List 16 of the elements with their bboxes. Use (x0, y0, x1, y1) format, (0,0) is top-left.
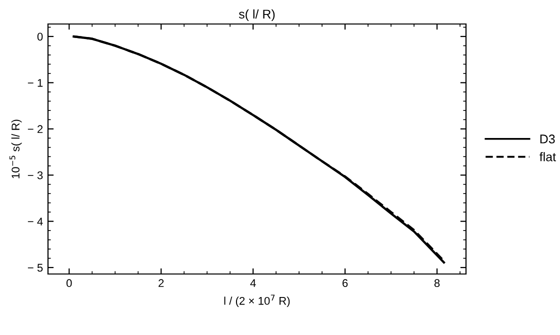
chart-title: s( l/ R) (238, 9, 275, 22)
y-tick-label: − 3 (28, 171, 43, 180)
y-tick-label: − 4 (28, 218, 43, 226)
x-tick-label: 0 (66, 279, 72, 288)
y-tick-label: − 1 (28, 79, 43, 87)
x-tick-label: 8 (434, 279, 440, 288)
y-tick-label: − 5 (28, 264, 43, 272)
x-tick-label: 4 (250, 279, 256, 287)
y-tick-label: − 2 (28, 125, 43, 133)
legend-label: D3 (540, 134, 555, 144)
x-tick-label: 6 (342, 279, 348, 288)
x-axis-title: l / (2 × 10$^{7}$ R) (224, 294, 290, 307)
y-axis-title: 10$^{−5}$ s( l/ R) (9, 120, 22, 178)
legend-label: flat (540, 152, 556, 162)
x-tick-label: 2 (158, 279, 164, 287)
y-tick-label: 0 (37, 32, 43, 41)
